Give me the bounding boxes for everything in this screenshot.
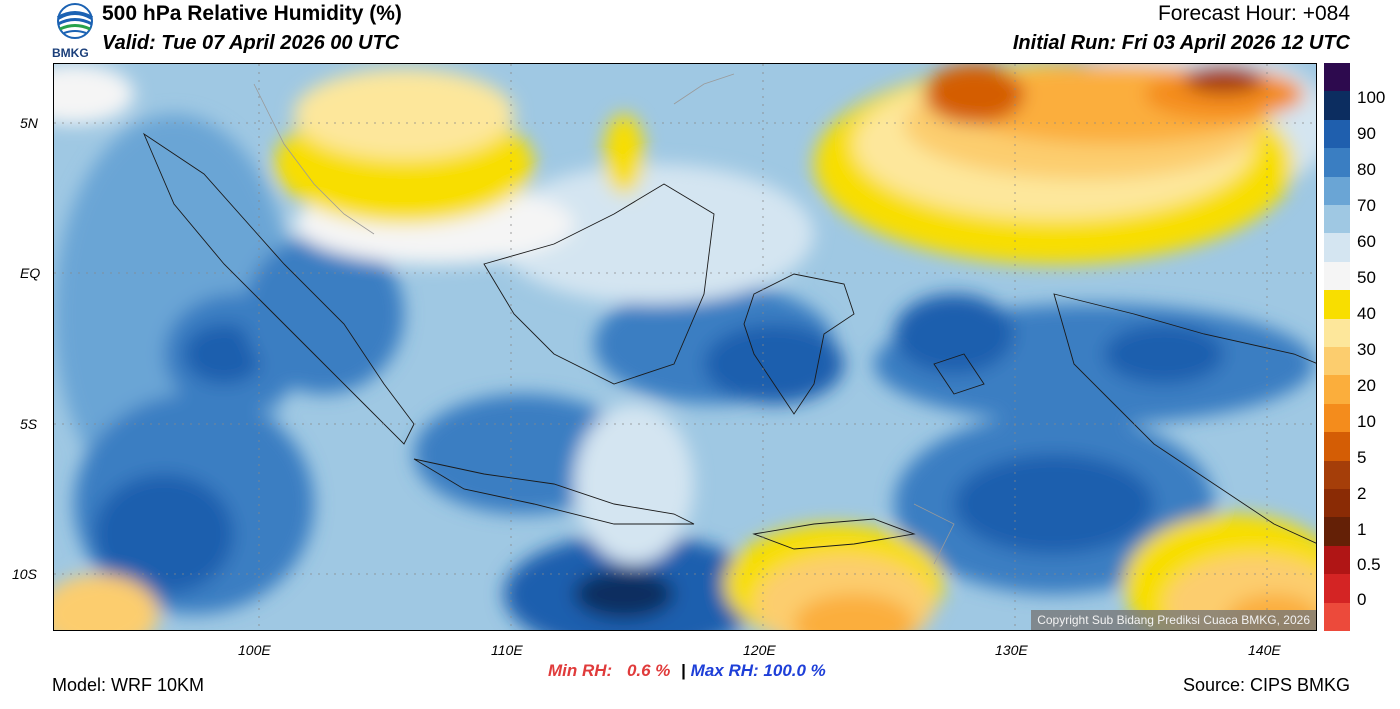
humidity-field bbox=[54, 64, 1316, 630]
lon-label-130e: 130E bbox=[995, 642, 1028, 658]
source-label: Source: CIPS BMKG bbox=[1182, 675, 1350, 695]
colorbar-segment bbox=[1324, 290, 1350, 320]
colorbar-segment bbox=[1324, 233, 1350, 263]
colorbar-label: 60 bbox=[1357, 232, 1376, 251]
colorbar-segment bbox=[1324, 375, 1350, 405]
lat-label-10s: 10S bbox=[12, 566, 37, 582]
colorbar-segment bbox=[1324, 176, 1350, 206]
colorbar-label: 10 bbox=[1357, 412, 1376, 431]
colorbar-label: 90 bbox=[1357, 124, 1376, 143]
forecast-hour: Forecast Hour: +084 bbox=[1157, 2, 1350, 25]
colorbar-label: 30 bbox=[1357, 340, 1376, 359]
lon-label-140e: 140E bbox=[1248, 642, 1281, 658]
rh-separator: | bbox=[681, 661, 686, 680]
colorbar-label: 70 bbox=[1357, 196, 1376, 215]
min-rh-value: 0.6 % bbox=[626, 661, 671, 680]
lat-label-5s: 5S bbox=[20, 416, 38, 432]
lon-label-120e: 120E bbox=[743, 642, 776, 658]
colorbar-segment bbox=[1324, 119, 1350, 149]
max-rh-label: Max RH: bbox=[690, 661, 759, 680]
colorbar-segment bbox=[1324, 574, 1350, 604]
bmkg-logo: BMKG bbox=[52, 2, 98, 60]
colorbar-segment bbox=[1324, 489, 1350, 518]
lat-label-eq: EQ bbox=[20, 265, 41, 281]
lon-label-100e: 100E bbox=[238, 642, 271, 658]
colorbar bbox=[1324, 63, 1350, 632]
colorbar-segment bbox=[1324, 403, 1350, 433]
max-rh-value: 100.0 % bbox=[763, 661, 826, 680]
colorbar-label: 40 bbox=[1357, 304, 1376, 323]
min-rh-label: Min RH: bbox=[548, 661, 613, 680]
copyright-notice: Copyright Sub Bidang Prediksi Cuaca BMKG… bbox=[1031, 610, 1316, 630]
colorbar-label: 1 bbox=[1357, 520, 1367, 539]
colorbar-label: 5 bbox=[1357, 448, 1367, 467]
colorbar-label: 80 bbox=[1357, 160, 1376, 179]
colorbar-segment bbox=[1324, 545, 1350, 575]
coastlines bbox=[142, 132, 1316, 550]
colorbar-segment bbox=[1324, 517, 1350, 547]
colorbar-label: 0 bbox=[1357, 590, 1367, 609]
colorbar-segment bbox=[1324, 261, 1350, 291]
lat-label-5n: 5N bbox=[20, 115, 38, 131]
initial-run: Initial Run: Fri 03 April 2026 12 UTC bbox=[1012, 32, 1350, 54]
logo-text: BMKG bbox=[52, 46, 89, 60]
lon-label-110e: 110E bbox=[491, 642, 523, 658]
humidity-map bbox=[53, 63, 1317, 631]
colorbar-segment bbox=[1324, 148, 1350, 178]
valid-time: Valid: Tue 07 April 2026 00 UTC bbox=[102, 32, 400, 54]
colorbar-segment bbox=[1324, 602, 1350, 632]
colorbar-label: 100 bbox=[1357, 88, 1386, 107]
chart-title: 500 hPa Relative Humidity (%) bbox=[102, 2, 402, 25]
rh-range: Min RH: 0.6 % | Max RH: 100.0 % bbox=[548, 661, 826, 681]
colorbar-segment bbox=[1324, 205, 1350, 234]
colorbar-segment bbox=[1324, 318, 1350, 348]
model-label: Model: WRF 10KM bbox=[52, 675, 205, 695]
colorbar-label: 0.5 bbox=[1357, 555, 1381, 574]
colorbar-label: 50 bbox=[1357, 268, 1376, 287]
colorbar-segment bbox=[1324, 460, 1350, 490]
colorbar-segment bbox=[1324, 432, 1350, 462]
colorbar-segment bbox=[1324, 347, 1350, 376]
colorbar-segment bbox=[1324, 91, 1350, 121]
colorbar-segment bbox=[1324, 63, 1350, 92]
colorbar-label: 2 bbox=[1357, 484, 1367, 503]
colorbar-label: 20 bbox=[1357, 376, 1376, 395]
